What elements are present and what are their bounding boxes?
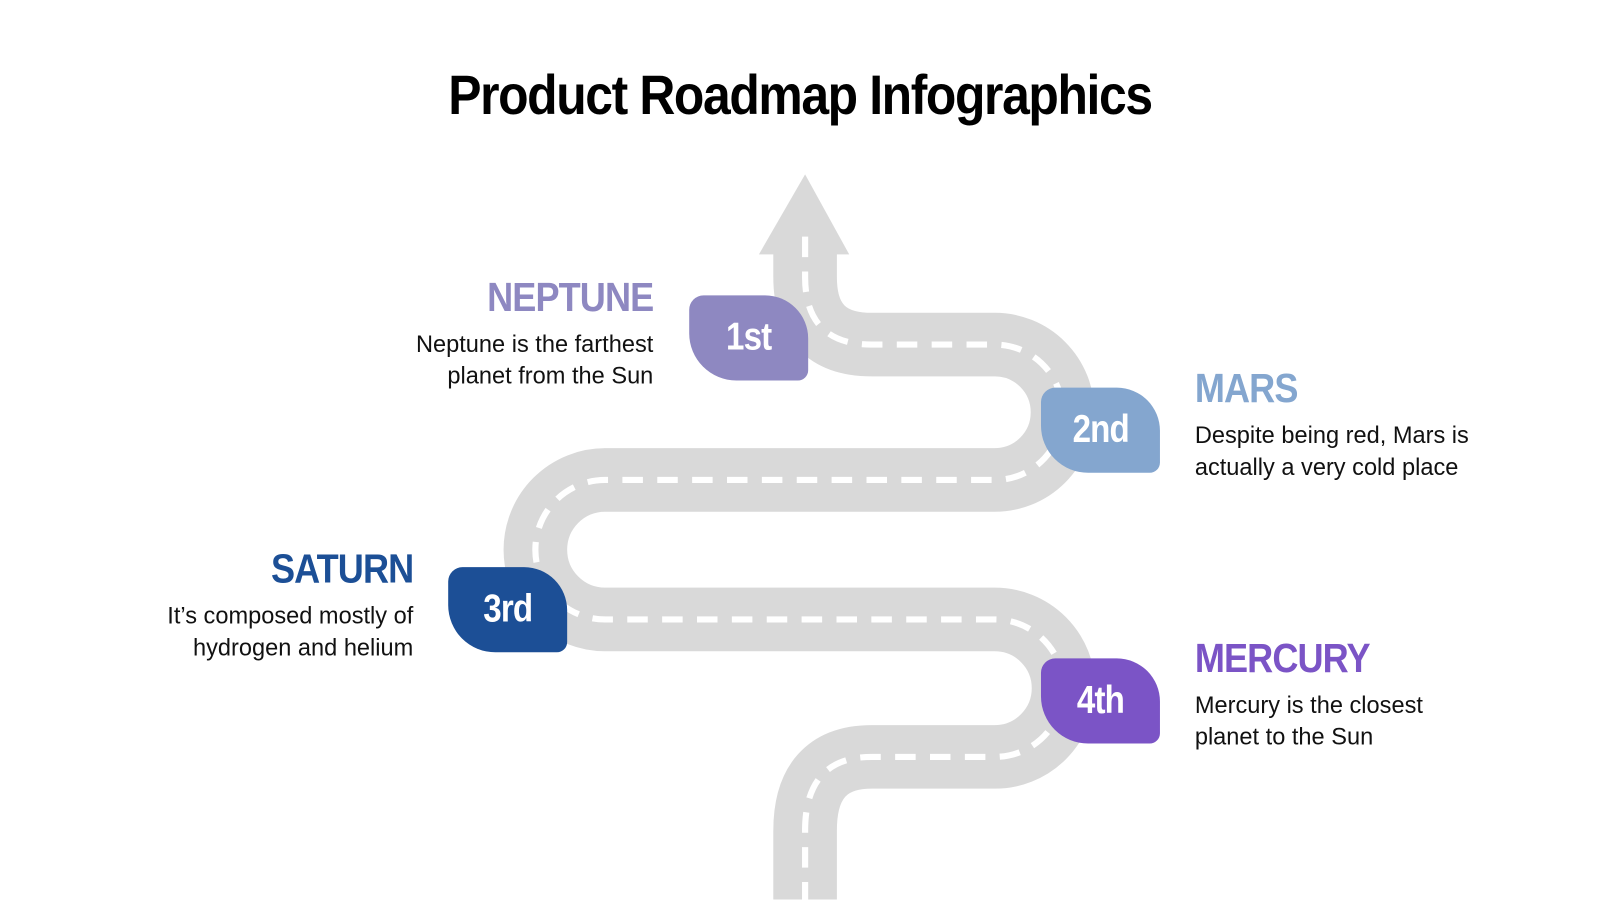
arrow-up-icon — [758, 174, 850, 255]
step-1-text: NEPTUNE Neptune is the farthest planet f… — [315, 274, 654, 392]
step-badge-1: 1st — [689, 295, 809, 381]
step-3-text: SATURN It’s composed mostly of hydrogen … — [75, 546, 414, 664]
step-description: Despite being red, Mars is actually a ve… — [1194, 421, 1469, 480]
step-2-text: MARS Despite being red, Mars is actually… — [1195, 366, 1533, 483]
step-badge-3: 3rd — [448, 567, 568, 653]
step-description: It’s composed mostly of hydrogen and hel… — [167, 602, 414, 661]
step-title: MARS — [1194, 366, 1299, 412]
page-title: Product Roadmap Infographics — [448, 64, 1153, 127]
step-description: Mercury is the closest planet to the Sun — [1194, 691, 1423, 750]
step-title: NEPTUNE — [487, 274, 654, 320]
step-badge-4: 4th — [1040, 658, 1160, 744]
step-badge-2: 2nd — [1040, 387, 1160, 473]
road-dashes — [532, 227, 1067, 900]
step-4-text: MERCURY Mercury is the closest planet to… — [1195, 636, 1533, 753]
step-description: Neptune is the farthest planet from the … — [415, 330, 654, 389]
step-title: MERCURY — [1194, 635, 1371, 681]
step-title: SATURN — [270, 546, 414, 592]
